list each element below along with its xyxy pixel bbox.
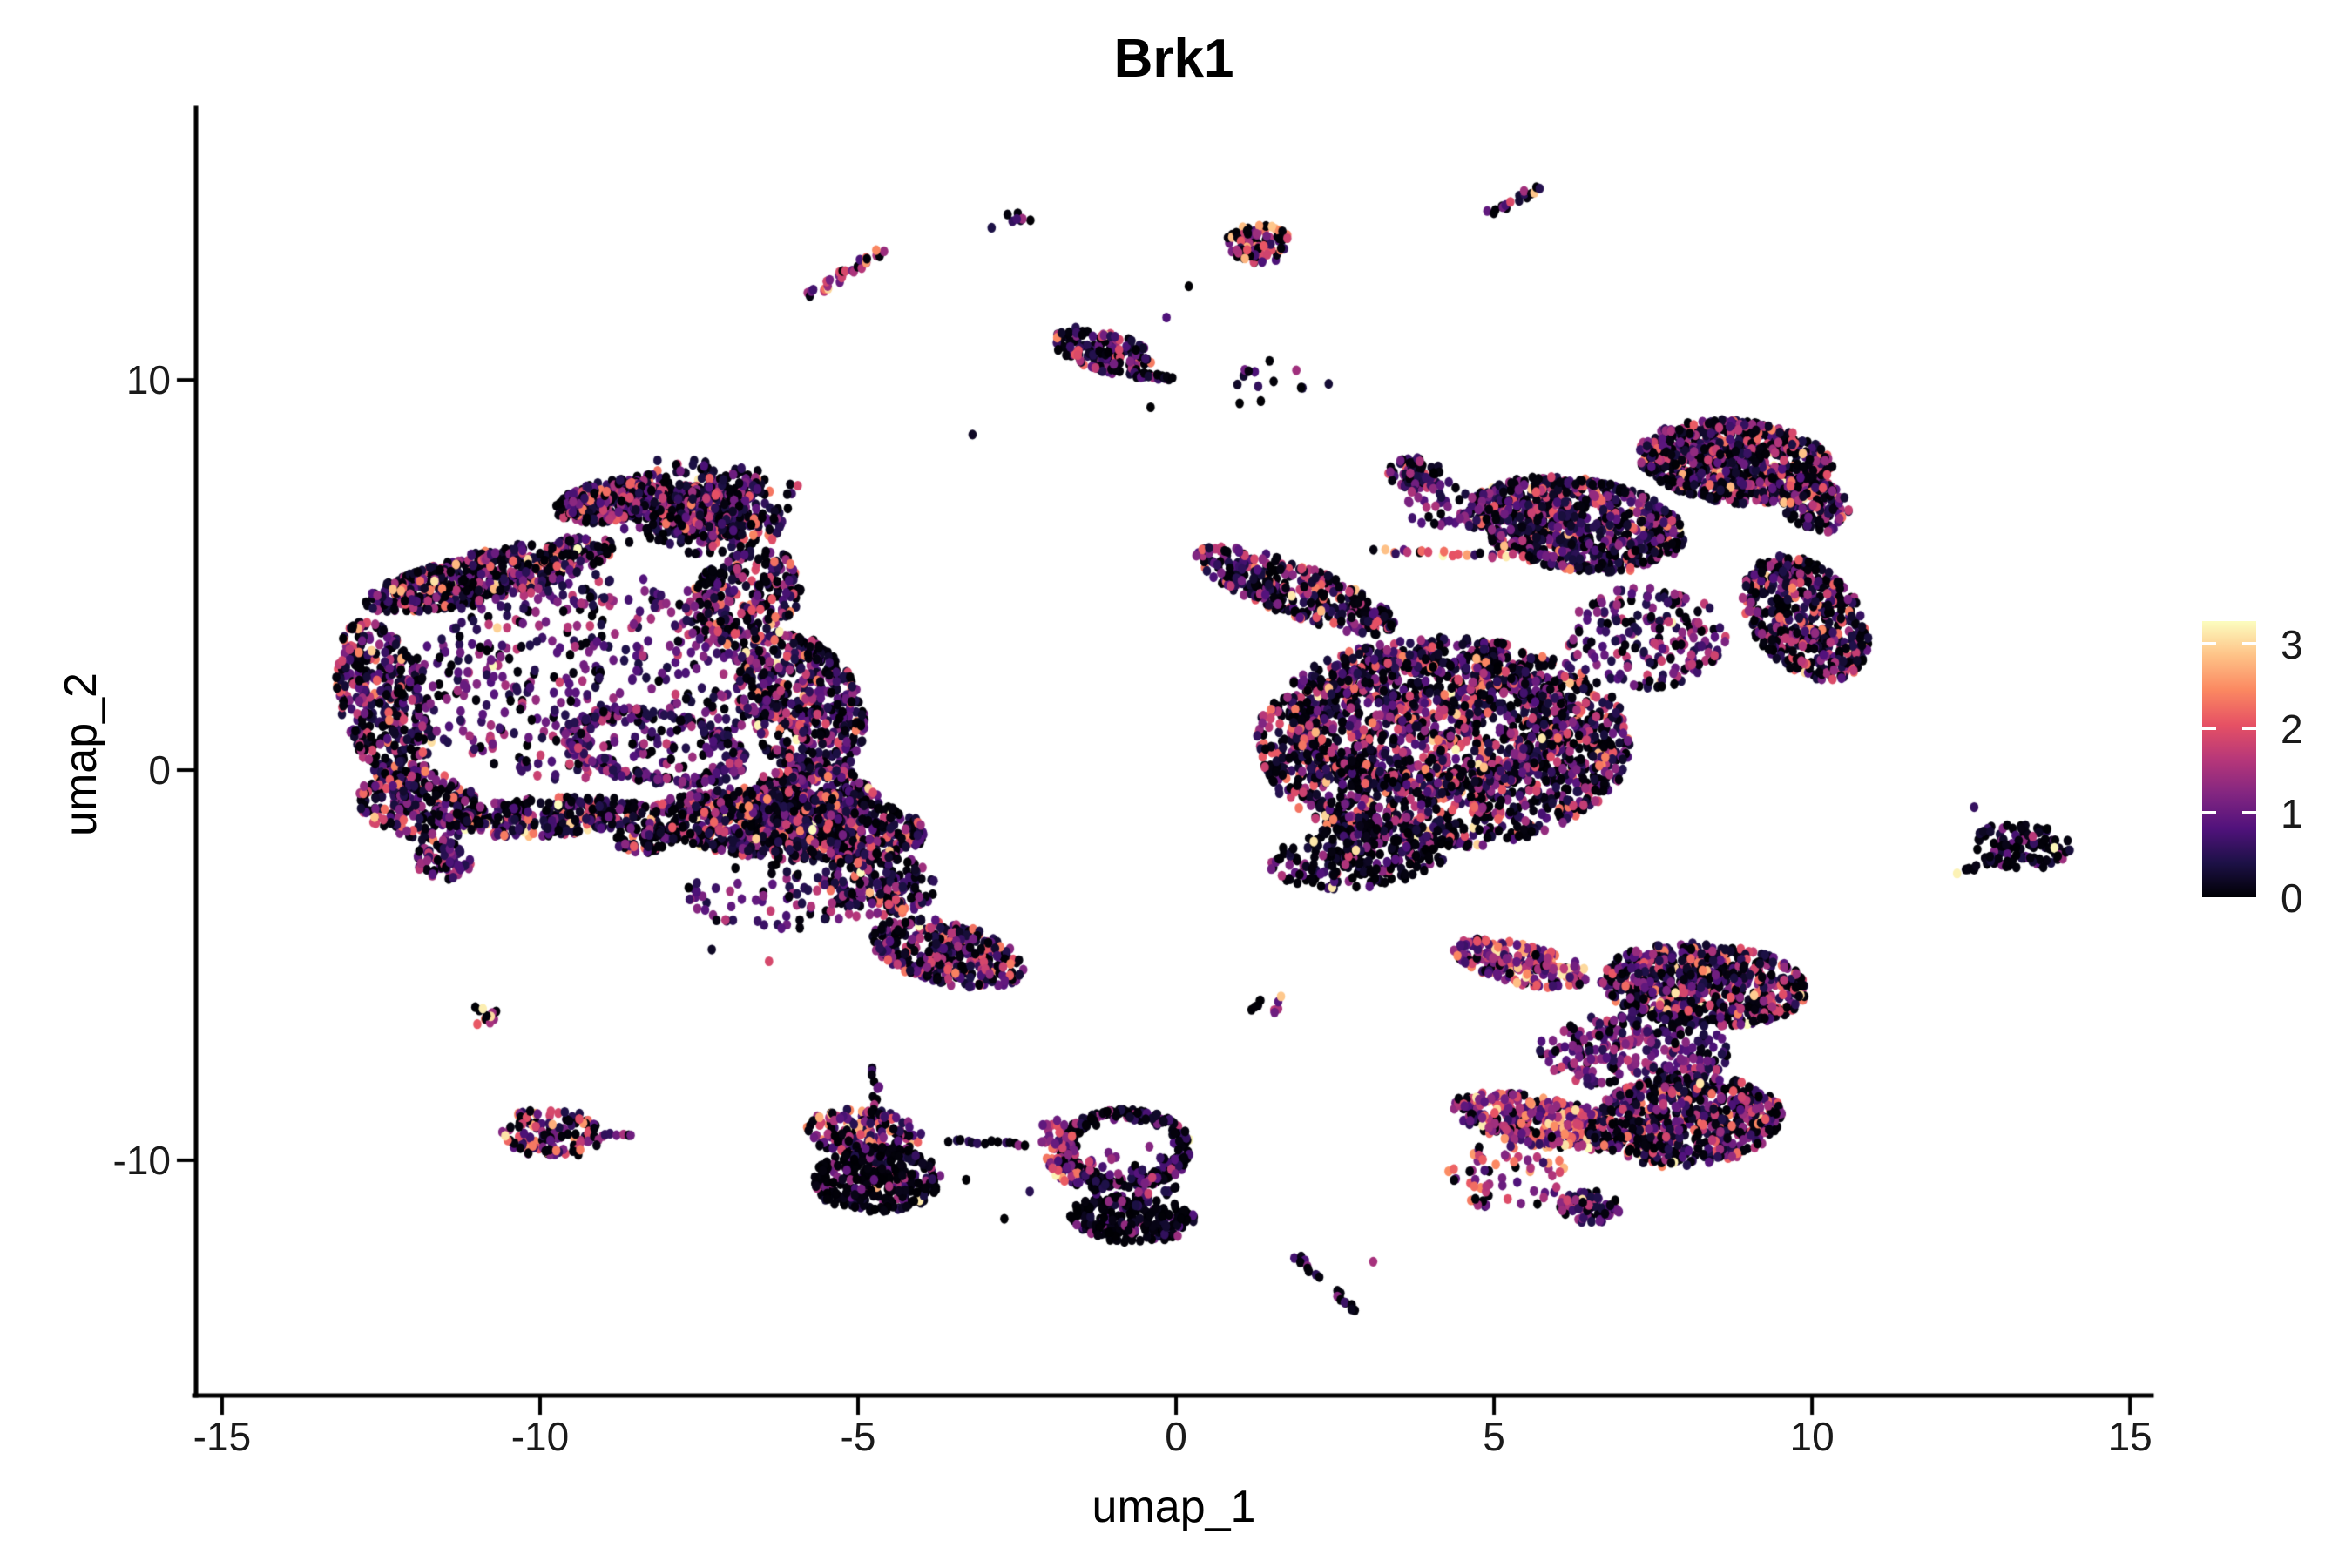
x-tick-label: -15: [193, 1414, 252, 1459]
x-tick-label: 10: [1789, 1414, 1835, 1459]
legend-tick-label: 1: [2281, 791, 2303, 837]
x-tick-label: -10: [510, 1414, 570, 1459]
legend-tick-mark: [2242, 642, 2256, 646]
x-tick-label: 0: [1165, 1414, 1187, 1459]
x-tick-label: 15: [2107, 1414, 2153, 1459]
legend-tick-mark: [2242, 727, 2256, 731]
legend-tick-label: 2: [2281, 706, 2303, 753]
legend-tick-label: 3: [2281, 622, 2303, 668]
legend-tick-mark: [2202, 642, 2216, 646]
y-tick-label: 10: [125, 357, 171, 403]
x-axis-label: umap_1: [1092, 1482, 1256, 1532]
x-tick-label: -5: [840, 1414, 876, 1459]
legend-tick-mark: [2242, 811, 2256, 815]
legend-tick-label: 0: [2281, 875, 2303, 921]
plot-title: Brk1: [1113, 29, 1234, 89]
x-tick-label: 5: [1483, 1414, 1505, 1459]
y-tick-label: 0: [148, 747, 171, 794]
y-tick-label: -10: [112, 1137, 171, 1183]
legend-tick-mark: [2202, 811, 2216, 815]
legend-tick-mark: [2202, 727, 2216, 731]
colorbar-gradient: [2202, 621, 2256, 897]
